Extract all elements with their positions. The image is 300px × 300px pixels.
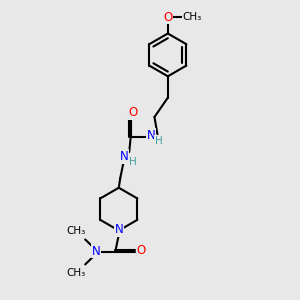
Text: O: O xyxy=(163,11,172,24)
Text: CH₃: CH₃ xyxy=(183,12,202,22)
Text: H: H xyxy=(155,136,163,146)
Text: N: N xyxy=(114,224,123,236)
Text: N: N xyxy=(119,150,128,163)
Text: N: N xyxy=(146,129,155,142)
Text: O: O xyxy=(136,244,146,257)
Text: H: H xyxy=(129,157,136,167)
Text: CH₃: CH₃ xyxy=(67,226,86,236)
Text: N: N xyxy=(92,245,100,258)
Text: O: O xyxy=(128,106,138,119)
Text: CH₃: CH₃ xyxy=(67,268,86,278)
